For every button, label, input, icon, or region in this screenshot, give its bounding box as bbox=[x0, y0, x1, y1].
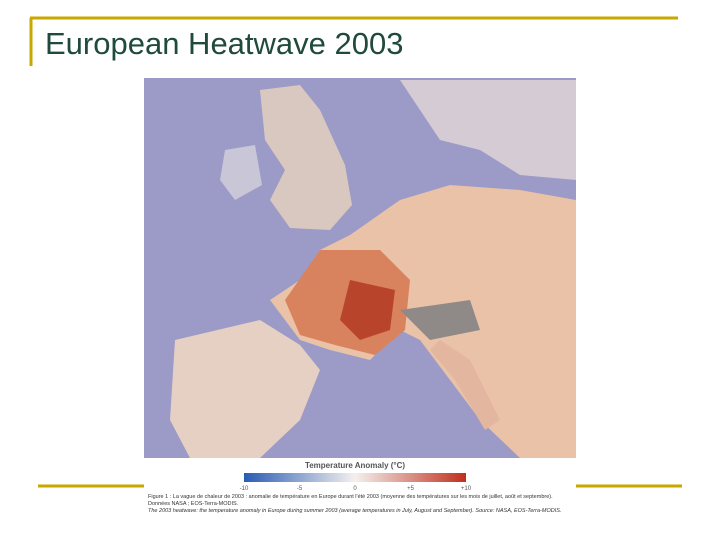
slide-title: European Heatwave 2003 bbox=[45, 26, 404, 61]
legend-tick: -10 bbox=[240, 486, 249, 492]
caption-en: The 2003 heatwave: the temperature anoma… bbox=[148, 508, 562, 514]
legend-title: Temperature Anomaly (°C) bbox=[305, 461, 405, 470]
map-image bbox=[144, 78, 576, 533]
caption-fr: Figure 1 : La vague de chaleur de 2003 :… bbox=[148, 494, 553, 507]
legend-tick: -5 bbox=[297, 486, 303, 492]
legend-tick: +10 bbox=[461, 486, 472, 492]
caption-box: Figure 1 : La vague de chaleur de 2003 :… bbox=[148, 494, 562, 514]
legend-tick: +5 bbox=[407, 486, 415, 492]
legend-tick: 0 bbox=[353, 486, 357, 492]
